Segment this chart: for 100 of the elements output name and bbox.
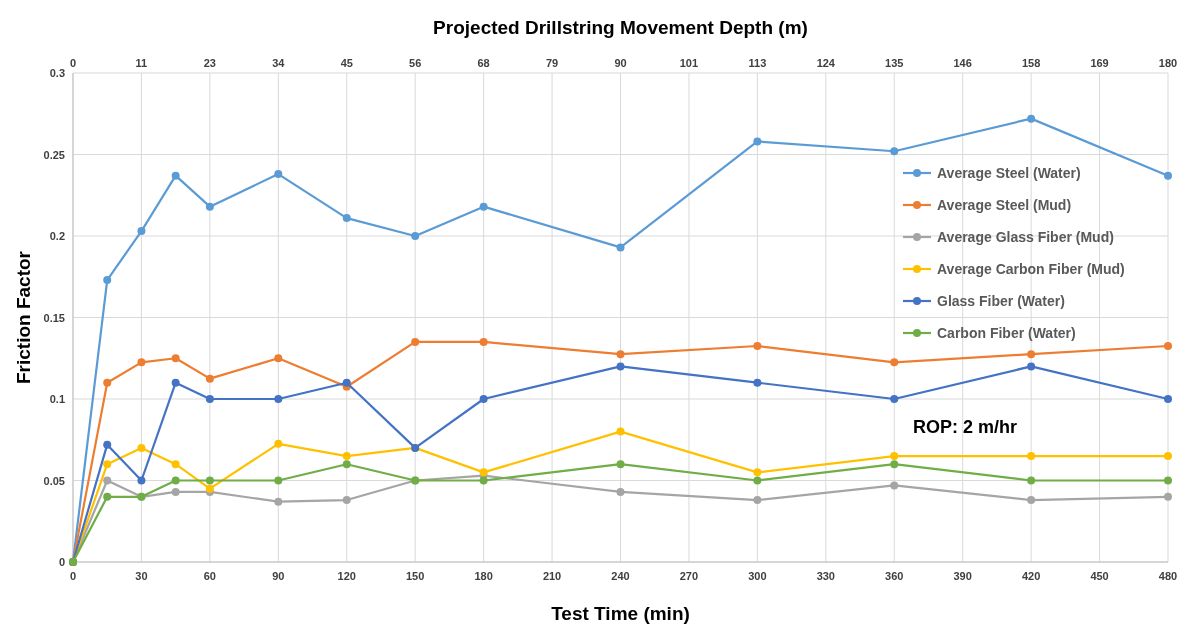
point [274,354,283,363]
point [616,350,625,359]
x2-tick-label: 180 [1158,57,1178,69]
x-tick-label: 0 [69,570,77,582]
x-tick-label: 270 [679,570,699,582]
point [137,227,146,236]
point [171,171,180,180]
x2-tick-label: 90 [614,57,627,69]
x2-tick-label: 101 [679,57,699,69]
x-tick-label: 300 [748,570,767,582]
x-axis-title: Test Time (min) [551,603,690,624]
point [342,378,351,387]
point [103,476,112,485]
x2-tick-label: 124 [816,57,836,69]
point [1027,496,1036,505]
point [1164,476,1172,485]
point [411,232,420,240]
point [616,243,625,252]
point [479,337,488,346]
point [479,395,488,403]
point [753,476,762,485]
point [479,476,488,485]
y-tick-label: 0.05 [43,474,65,487]
legend-label: Average Steel (Water) [937,165,1081,181]
point [1164,395,1172,403]
point [890,395,899,403]
point [171,460,180,469]
point [171,378,180,387]
point [171,476,180,485]
point [103,492,112,501]
point [1164,452,1172,461]
x2-tick-label: 146 [953,57,972,69]
point [1027,114,1036,123]
x-tick-label: 390 [953,570,972,582]
point [890,460,899,469]
point [753,468,762,477]
point [890,452,899,461]
point [753,496,762,505]
point [171,354,180,363]
point [137,476,146,485]
point [342,214,351,223]
point [479,202,488,211]
point [890,481,899,490]
y-tick-label: 0.25 [43,148,65,161]
point [753,378,762,387]
legend-label: Average Steel (Mud) [937,197,1072,213]
point [890,358,899,367]
point [103,378,112,387]
point [103,440,112,449]
point [137,358,146,367]
point [205,476,214,485]
point [753,342,762,351]
point [205,374,214,383]
x2-tick-label: 68 [477,57,490,69]
point [137,443,146,452]
x2-tick-label: 11 [135,57,148,69]
x2-tick-label: 158 [1021,57,1041,69]
point [342,452,351,461]
point [616,427,625,436]
point [753,137,762,146]
y-tick-label: 0.3 [49,67,65,79]
point [274,497,283,506]
x2-tick-label: 56 [409,57,422,69]
point [171,487,180,496]
x-tick-label: 420 [1021,570,1041,582]
point [1027,452,1036,461]
x-tick-label: 210 [542,570,562,582]
x-tick-label: 90 [272,570,285,582]
x2-tick-label: 45 [340,57,353,69]
annotation: ROP: 2 m/hr [913,417,1018,437]
x-tick-label: 330 [816,570,835,582]
x-tick-label: 120 [337,570,356,582]
point [274,439,283,448]
point [616,487,625,496]
point [1164,171,1172,180]
y-tick-label: 0.2 [49,230,65,242]
y-tick-label: 0 [58,556,65,568]
legend-label: Average Glass Fiber (Mud) [937,229,1114,245]
point [205,395,214,403]
x2-tick-label: 135 [885,57,904,69]
y-axis-title: Friction Factor [13,250,34,385]
x2-tick-label: 23 [203,57,216,69]
x-tick-label: 240 [611,570,630,582]
point [1027,350,1036,359]
point [205,202,214,211]
point [274,170,283,179]
x-tick-label: 450 [1090,570,1109,582]
point [616,460,625,469]
legend-label: Average Carbon Fiber (Mud) [937,261,1125,277]
x2-tick-label: 79 [545,57,559,69]
legend-label: Glass Fiber (Water) [937,293,1065,309]
point [1164,342,1172,351]
point [103,460,112,469]
y-tick-label: 0.1 [49,393,65,405]
x-tick-label: 30 [135,570,148,582]
point [342,496,351,505]
x-tick-label: 480 [1158,570,1178,582]
point [1027,476,1036,485]
point [1164,492,1172,501]
x2-tick-label: 34 [272,57,286,69]
